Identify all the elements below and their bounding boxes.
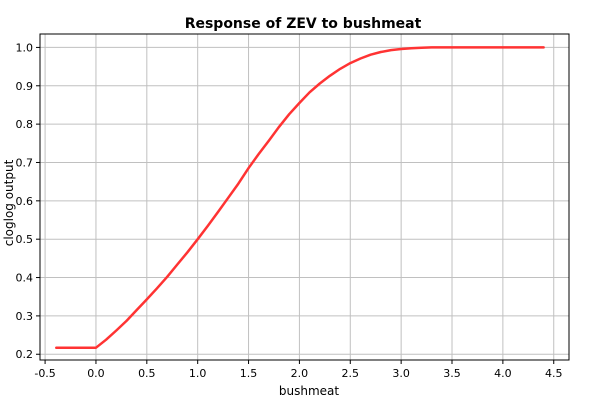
chart-title: Response of ZEV to bushmeat — [185, 16, 422, 32]
series-line — [55, 46, 545, 349]
y-tick-label: 0.4 — [16, 272, 34, 285]
y-tick-label: 0.8 — [16, 118, 34, 131]
y-axis-label: cloglog output — [2, 159, 16, 246]
x-tick-label: 1.0 — [189, 367, 207, 380]
x-tick-label: 4.0 — [494, 367, 512, 380]
y-tick-label: 1.0 — [16, 41, 34, 54]
x-tick-label: -0.5 — [34, 367, 55, 380]
x-tick-label: 1.5 — [240, 367, 258, 380]
x-tick-label: 3.5 — [443, 367, 461, 380]
x-tick-label: 0.0 — [87, 367, 105, 380]
y-tick-label: 0.5 — [16, 233, 34, 246]
y-tick-label: 0.3 — [16, 310, 34, 323]
y-tick-label: 0.6 — [16, 195, 34, 208]
plot-border — [39, 33, 570, 361]
y-tick-label: 0.7 — [16, 156, 34, 169]
x-tick-label: 4.5 — [545, 367, 563, 380]
x-tick-label: 3.0 — [392, 367, 410, 380]
x-tick-label: 0.5 — [138, 367, 156, 380]
y-tick-label: 0.9 — [16, 80, 34, 93]
plot-area — [39, 33, 570, 361]
x-axis-label: bushmeat — [279, 384, 340, 398]
x-tick-label: 2.0 — [291, 367, 309, 380]
y-tick-label: 0.2 — [16, 348, 34, 361]
x-tick-label: 2.5 — [342, 367, 360, 380]
